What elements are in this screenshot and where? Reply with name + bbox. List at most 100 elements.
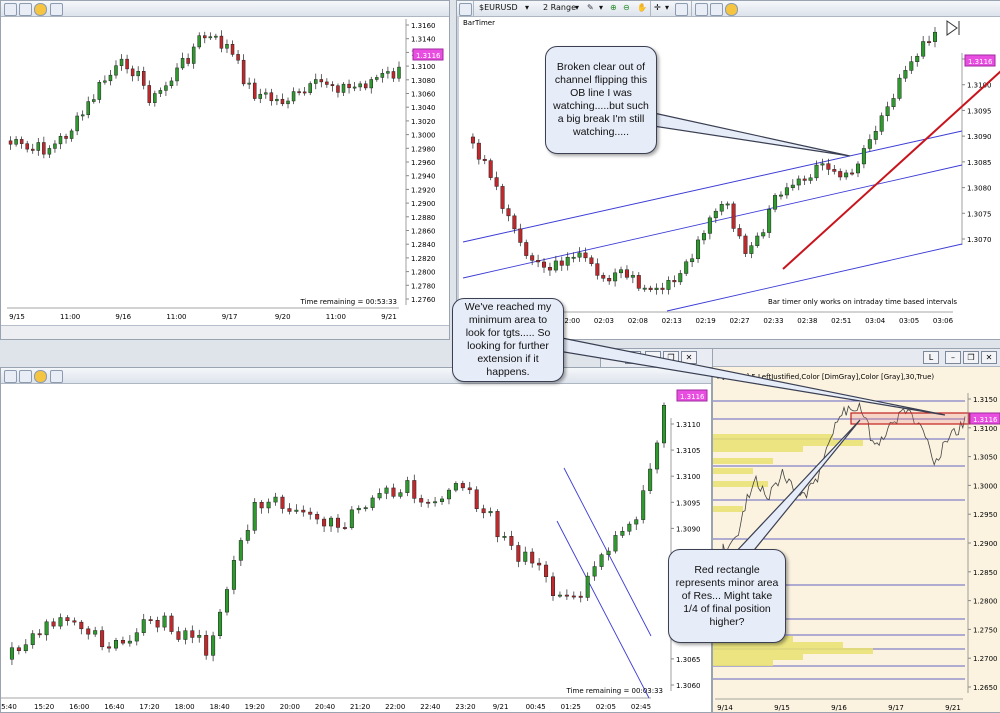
price-tick-label: 1.3000 — [411, 132, 436, 140]
time-tick-label: 02:51 — [831, 317, 851, 325]
price-tick-label: 1.3100 — [411, 63, 436, 71]
candle-body — [506, 208, 511, 217]
candle-body — [259, 502, 264, 509]
candle-body — [731, 203, 736, 229]
candle-body — [524, 242, 529, 256]
candle-body — [97, 82, 102, 100]
candle-body — [100, 630, 105, 648]
candle-body — [302, 91, 307, 94]
chevron-down-icon[interactable]: ▾ — [525, 3, 530, 12]
data-box-icon[interactable] — [50, 3, 63, 16]
candle-body — [921, 41, 926, 57]
candle-body — [802, 178, 807, 181]
chart-style-icon[interactable] — [4, 3, 17, 16]
time-tick-label: 19:20 — [245, 703, 265, 711]
candle-body — [136, 71, 140, 77]
chevron-down-icon[interactable]: ▾ — [665, 3, 670, 12]
candle-body — [879, 115, 884, 132]
time-tick-label: 17:20 — [139, 703, 159, 711]
time-tick-label: 02:27 — [729, 317, 749, 325]
candle-body — [790, 184, 795, 188]
chart-style-icon[interactable] — [4, 370, 17, 383]
time-tick-label: 20:00 — [280, 703, 300, 711]
data-box-icon[interactable] — [50, 370, 63, 383]
candle-body — [164, 85, 168, 91]
candle-body — [391, 71, 396, 79]
minimize-button[interactable]: – — [945, 351, 961, 364]
candle-body — [158, 90, 163, 94]
candle-body — [585, 575, 590, 598]
data-box-icon[interactable] — [675, 3, 688, 16]
candlestick-chart[interactable]: BarTimer1.31051.31001.30951.30901.30851.… — [457, 1, 1000, 339]
volume-profile-chart[interactable]: r [Yellow],5,LeftJustified,Color [DimGra… — [713, 349, 1000, 712]
instrument-selector[interactable]: $EURUSD — [479, 3, 518, 12]
zoom-icon[interactable] — [710, 3, 723, 16]
volume-profile-bar — [713, 440, 863, 446]
zoom-out-icon[interactable]: ⊖ — [623, 3, 630, 12]
candle-body — [897, 77, 902, 99]
restore-button[interactable]: ❐ — [963, 351, 979, 364]
candle-body — [319, 79, 324, 83]
chevron-down-icon[interactable]: ▾ — [575, 3, 580, 12]
close-button[interactable]: ✕ — [981, 351, 997, 364]
candle-body — [557, 594, 562, 597]
price-tick-label: 1.2920 — [411, 186, 436, 194]
price-tick-label: 1.2980 — [411, 145, 436, 153]
chart-window-top-right: $EURUSD ▾ 2 Range ▾ ✎ ▾ ⊕ ⊖ ✋ ✛ ▾ BarTim… — [456, 0, 1000, 340]
candle-body — [14, 139, 18, 145]
candle-body — [583, 252, 588, 259]
draw-pen-icon[interactable]: ✎ — [587, 3, 594, 12]
restore-button[interactable]: ❐ — [663, 351, 679, 364]
candle-body — [51, 621, 56, 627]
candle-body — [147, 85, 152, 103]
candle-body — [426, 501, 431, 504]
horizontal-scrollbar[interactable] — [1, 325, 449, 339]
floating-window-titlebar[interactable]: L – ❐ ✕ — [600, 348, 714, 368]
candle-body — [141, 71, 146, 86]
candle-body — [630, 275, 635, 278]
properties-icon[interactable] — [34, 3, 47, 16]
candle-body — [176, 631, 181, 640]
crosshair-icon[interactable]: ✛ — [654, 3, 661, 12]
candle-body — [113, 640, 118, 649]
zoom-icon[interactable] — [19, 370, 32, 383]
candle-body — [363, 507, 368, 510]
candle-body — [30, 148, 35, 151]
period-selector[interactable]: 2 Range — [543, 3, 576, 12]
close-button[interactable]: ✕ — [681, 351, 697, 364]
candle-body — [108, 74, 113, 82]
candle-body — [599, 554, 604, 567]
candle-body — [36, 142, 41, 151]
candle-body — [208, 36, 213, 39]
candle-body — [725, 203, 730, 206]
time-tick-label: 02:05 — [596, 703, 616, 711]
zoom-icon[interactable] — [19, 3, 32, 16]
chart-style-icon[interactable] — [695, 3, 708, 16]
link-button[interactable]: L — [625, 351, 641, 364]
candle-body — [224, 589, 229, 613]
candle-body — [127, 640, 132, 644]
candle-body — [16, 647, 21, 652]
zoom-in-icon[interactable]: ⊕ — [610, 3, 617, 12]
candle-body — [347, 83, 351, 89]
candle-body — [349, 509, 354, 528]
candlestick-chart[interactable]: 1.31601.31401.31201.31001.30801.30601.30… — [1, 1, 449, 339]
candle-body — [103, 80, 107, 83]
price-tick-label: 1.3150 — [973, 396, 998, 404]
candle-body — [433, 501, 438, 504]
properties-icon[interactable] — [34, 370, 47, 383]
price-tick-label: 1.3040 — [411, 104, 436, 112]
pan-icon[interactable]: ✋ — [637, 3, 647, 12]
time-tick-label: 18:00 — [174, 703, 194, 711]
candle-body — [488, 160, 493, 178]
chevron-down-icon[interactable]: ▾ — [599, 3, 604, 12]
candlestick-chart[interactable]: 1.31101.31051.31001.30951.30901.30851.30… — [1, 368, 711, 712]
time-tick-label: 16:40 — [104, 703, 124, 711]
candle-body — [211, 635, 216, 656]
candle-body — [446, 489, 451, 500]
minimize-button[interactable]: – — [645, 351, 661, 364]
chart-style-icon[interactable] — [459, 3, 472, 16]
properties-icon[interactable] — [725, 3, 738, 16]
candle-body — [191, 46, 196, 64]
candle-body — [25, 143, 29, 150]
